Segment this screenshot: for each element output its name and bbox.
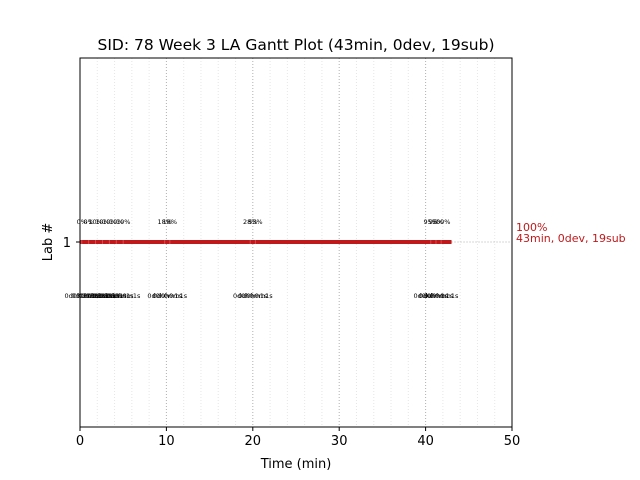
submission-percent-label: 10% <box>116 218 130 226</box>
submission-percent-label: 10% <box>95 218 109 226</box>
submission-duration-label: 0d0h0m1s <box>424 292 459 300</box>
x-axis-label: Time (min) <box>260 457 332 472</box>
x-tick-label: 40 <box>417 434 434 449</box>
submission-duration-label: 0d0h0m1s <box>147 292 182 300</box>
submission-duration-label: 0d0h0m1s <box>99 292 134 300</box>
submission-percent-label: 0% <box>83 218 93 226</box>
y-axis-label: Lab # <box>41 223 56 262</box>
submission-duration-label: 0d0h0m1s <box>238 292 273 300</box>
x-tick-label: 20 <box>245 434 262 449</box>
submission-percent-label: 95% <box>424 218 438 226</box>
submission-percent-label: 18% <box>163 218 177 226</box>
y-tick-label: 1 <box>63 236 71 251</box>
submission-percent-label: 28% <box>243 218 257 226</box>
submission-duration-label: 0d0h0m1s <box>233 292 268 300</box>
submission-percent-label: 10% <box>102 218 116 226</box>
bar-summary-text: 43min, 0dev, 19sub <box>516 232 626 245</box>
x-tick-label: 50 <box>504 434 521 449</box>
axes: 0 10 20 30 40 50 1 <box>63 236 521 449</box>
submission-percent-label: 100% <box>432 218 451 226</box>
submission-percent-label: 10% <box>109 218 123 226</box>
submission-percent-label: 95% <box>429 218 443 226</box>
plot-data: 100%43min, 0dev, 19sub0%0d0h0m1s0%0d0h0m… <box>64 218 625 300</box>
submission-duration-label: 0d0h0m1s <box>71 292 106 300</box>
chart-title: SID: 78 Week 3 LA Gantt Plot (43min, 0de… <box>97 36 494 54</box>
submission-percent-label: 18% <box>157 218 171 226</box>
submission-duration-label: 0d0h0m1s <box>85 292 120 300</box>
submission-percent-label: 53% <box>248 218 262 226</box>
submission-duration-label: 0d0h0m1s <box>414 292 449 300</box>
submission-duration-label: 0d0h0m1s <box>92 292 127 300</box>
x-tick-label: 30 <box>331 434 348 449</box>
submission-percent-label: 0% <box>77 218 87 226</box>
submission-duration-label: 0d0h0m1s <box>106 292 141 300</box>
submission-duration-label: 0d0h0m1s <box>78 292 113 300</box>
bar-summary-percent: 100% <box>516 221 547 234</box>
submission-duration-label: 0d0h0m1s <box>153 292 188 300</box>
x-tick-label: 0 <box>76 434 84 449</box>
submission-duration-label: 0d0h0m1s <box>419 292 454 300</box>
submission-duration-label: 0d0h0m1s <box>64 292 99 300</box>
x-tick-label: 10 <box>158 434 175 449</box>
submission-percent-label: 10% <box>88 218 102 226</box>
